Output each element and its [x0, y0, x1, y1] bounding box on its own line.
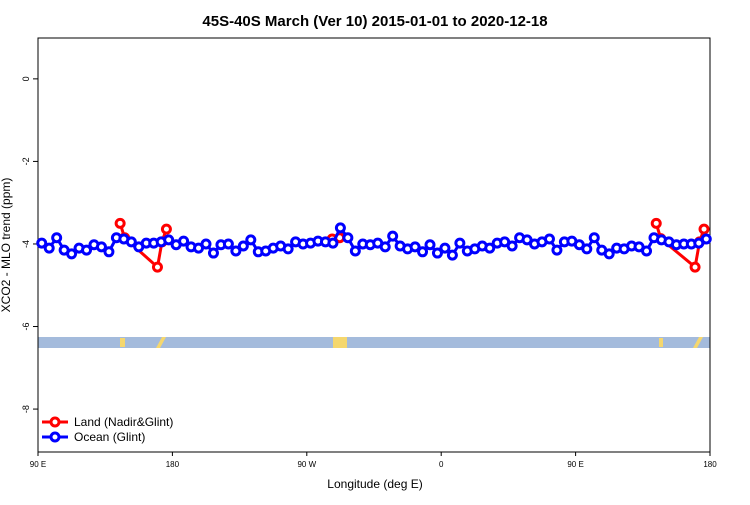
- y-tick-label: -6: [21, 323, 31, 331]
- data-point: [349, 245, 361, 257]
- land-strip: [120, 338, 125, 347]
- data-point: [43, 242, 55, 254]
- x-tick-label: 0: [439, 460, 444, 469]
- data-point: [484, 242, 496, 254]
- data-point: [178, 235, 190, 247]
- data-point: [387, 230, 399, 242]
- data-point: [151, 261, 163, 273]
- land-strip: [333, 337, 347, 348]
- legend-label: Land (Nadir&Glint): [74, 415, 173, 429]
- y-tick-label: 0: [21, 76, 31, 81]
- x-tick-label: 180: [703, 460, 717, 469]
- data-point: [698, 223, 710, 235]
- data-point: [588, 232, 600, 244]
- data-point: [103, 246, 115, 258]
- x-tick-label: 90 E: [30, 460, 46, 469]
- data-point: [650, 217, 662, 229]
- data-point: [439, 242, 451, 254]
- data-point: [95, 241, 107, 253]
- y-tick-label: -8: [21, 405, 31, 413]
- data-point: [581, 243, 593, 255]
- legend-marker: [49, 431, 61, 443]
- data-point: [81, 244, 93, 256]
- y-tick-label: -4: [21, 240, 31, 248]
- data-point: [689, 261, 701, 273]
- map-strip: [38, 337, 710, 348]
- data-point: [125, 236, 137, 248]
- data-point: [327, 237, 339, 249]
- data-point: [114, 217, 126, 229]
- x-axis-label: Longitude (deg E): [327, 477, 422, 491]
- x-tick-label: 90 W: [297, 460, 316, 469]
- data-point: [446, 249, 458, 261]
- land-strip: [693, 337, 703, 348]
- data-point: [417, 246, 429, 258]
- legend-marker: [49, 416, 61, 428]
- data-point: [163, 234, 175, 246]
- data-point: [66, 248, 78, 260]
- data-point: [160, 223, 172, 235]
- data-point: [36, 237, 48, 249]
- data-point: [551, 244, 563, 256]
- y-axis-label: XCO2 - MLO trend (ppm): [0, 178, 13, 313]
- data-point: [237, 240, 249, 252]
- data-point: [379, 241, 391, 253]
- data-point: [230, 245, 242, 257]
- chart-title: 45S-40S March (Ver 10) 2015-01-01 to 202…: [202, 13, 547, 30]
- data-point: [424, 239, 436, 251]
- data-point: [431, 247, 443, 259]
- data-point: [200, 238, 212, 250]
- land-strip: [659, 338, 663, 347]
- data-point: [282, 243, 294, 255]
- data-point: [51, 232, 63, 244]
- data-point: [700, 233, 712, 245]
- data-point: [334, 222, 346, 234]
- data-point: [506, 240, 518, 252]
- data-point: [245, 234, 257, 246]
- data-point: [207, 247, 219, 259]
- legend-label: Ocean (Glint): [74, 430, 145, 444]
- data-point: [342, 232, 354, 244]
- data-point: [543, 233, 555, 245]
- data-point: [603, 248, 615, 260]
- ocean-strip: [38, 337, 710, 348]
- x-tick-label: 180: [166, 460, 180, 469]
- y-tick-label: -2: [21, 157, 31, 165]
- data-point: [641, 245, 653, 257]
- data-point: [222, 238, 234, 250]
- legend: Land (Nadir&Glint)Ocean (Glint): [42, 415, 173, 444]
- data-point: [454, 237, 466, 249]
- land-strip: [156, 337, 166, 348]
- x-tick-label: 90 E: [567, 460, 583, 469]
- data-point: [409, 241, 421, 253]
